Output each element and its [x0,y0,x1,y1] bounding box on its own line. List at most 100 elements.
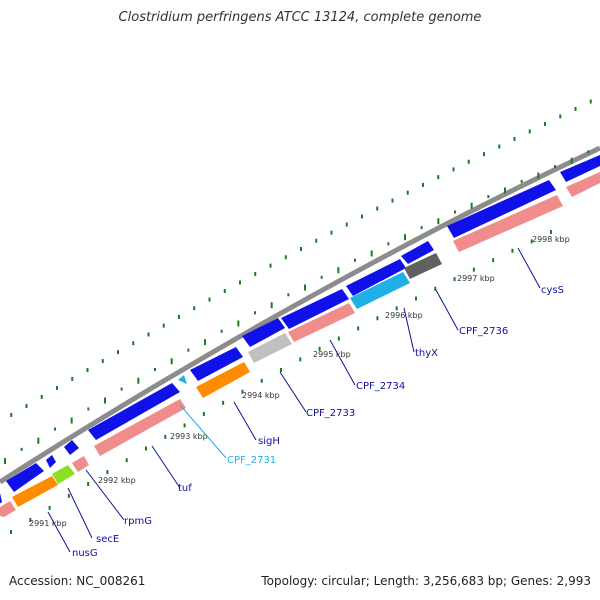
major-tick [320,275,323,279]
inner-tick [10,530,12,534]
inner-tick [280,368,282,372]
major-tick [170,358,173,365]
feature-forward[interactable] [6,463,44,492]
inner-tick [183,423,186,428]
major-tick [287,293,290,297]
kbp-label: 2991 kbp [29,519,67,528]
feature-forward[interactable] [401,241,434,264]
minor-tick [162,323,165,328]
inner-tick [434,286,437,291]
minor-tick [101,359,104,364]
gene-label-tuf[interactable]: tuf [178,483,192,494]
feature-reverse[interactable] [72,456,89,472]
label-leaders [47,247,541,553]
inner-tick [530,239,533,244]
major-tick [470,202,473,209]
feature-reverse[interactable] [288,303,355,342]
gene-label-sigH[interactable]: sigH [258,436,280,447]
major-tick [454,210,456,214]
inner-tick [453,277,456,282]
major-tick [404,234,406,241]
feature-cyan[interactable] [350,272,410,309]
major-tick [4,458,6,464]
minor-tick [498,144,501,149]
inner-tick [222,400,225,405]
feature-forward[interactable] [242,318,285,347]
minor-tick [284,255,287,260]
minor-tick [56,385,58,390]
major-tick [70,417,73,424]
major-tick [20,447,23,451]
minor-tick [391,198,394,203]
minor-tick [574,106,577,111]
minor-tick [193,306,196,311]
inner-tick [29,517,32,522]
feature-grey[interactable] [248,333,292,363]
feature-forward[interactable] [190,347,243,381]
inner-tick [260,378,263,383]
feature-forward[interactable] [560,155,600,182]
feature-forward[interactable] [0,493,2,505]
feature-green[interactable] [52,465,75,484]
major-tick [354,258,356,262]
major-tick [304,284,306,291]
minor-tick [361,214,363,219]
gene-label-nusG[interactable]: nusG [72,548,98,559]
gene-label-CPF_2733[interactable]: CPF_2733 [306,408,355,419]
minor-tick [315,238,318,243]
inner-tick [337,336,340,341]
gene-label-thyX[interactable]: thyX [415,348,438,359]
reverse-features [0,172,600,517]
feature-cyan[interactable] [178,375,187,384]
major-tick [254,311,256,315]
gene-label-rpmG[interactable]: rpmG [124,516,152,527]
feature-orange[interactable] [196,362,250,398]
feature-reverse[interactable] [0,501,16,517]
kbp-label: 2996 kbp [385,311,423,320]
feature-forward[interactable] [88,383,180,440]
inner-tick [511,248,514,253]
major-tick [437,218,440,225]
gene-label-secE[interactable]: secE [96,534,119,545]
minor-tick [467,159,470,164]
inner-tick [376,316,379,321]
gene-label-CPF_2731[interactable]: CPF_2731 [227,455,276,466]
minor-tick [406,190,409,195]
feature-reverse[interactable] [453,195,563,252]
minor-tick [86,367,89,372]
gene-label-CPF_2736[interactable]: CPF_2736 [459,326,508,337]
major-tick [87,407,90,411]
minor-tick [178,314,180,319]
major-tick [420,226,423,230]
feature-reverse[interactable] [94,399,186,456]
major-tick [120,387,123,391]
inner-tick [48,505,51,510]
inner-tick [299,357,302,362]
gene-label-CPF_2734[interactable]: CPF_2734 [356,381,405,392]
label-leader-highlight [179,404,227,459]
feature-reverse[interactable] [566,172,600,197]
gene-label-cysS[interactable]: cysS [541,285,564,296]
feature-forward[interactable] [64,440,79,455]
major-tick [137,377,140,384]
feature-orange[interactable] [12,476,58,507]
minor-tick [376,206,379,211]
feature-forward[interactable] [447,180,556,238]
major-tick [54,427,56,431]
feature-dark-grey[interactable] [404,253,442,279]
inner-tick [241,389,244,394]
major-tick [504,187,506,194]
inner-tick [318,346,321,351]
minor-tick [513,136,516,141]
major-tick [104,397,106,404]
inner-tick [164,434,167,439]
major-tick [337,267,340,274]
feature-forward[interactable] [346,259,406,296]
major-tick [270,302,273,309]
minor-tick [147,332,150,337]
gene-labels: nusG secE rpmG tuf CPF_2731 sigH CPF_273… [72,285,564,559]
feature-forward[interactable] [281,289,349,329]
inner-tick [492,258,495,263]
minor-tick [254,272,257,277]
feature-forward[interactable] [46,455,56,468]
